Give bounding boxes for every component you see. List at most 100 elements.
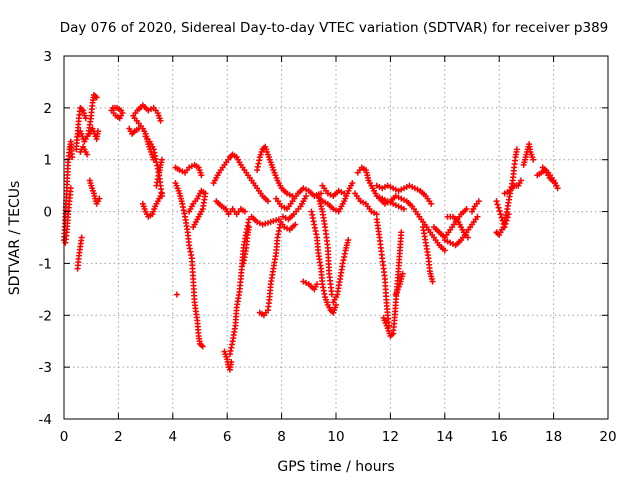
series-track-39 [352,190,380,218]
data-point [398,229,405,236]
data-point [95,128,101,135]
data-point [345,237,352,244]
data-point [313,281,320,288]
series-track-08 [86,177,103,207]
x-tick-label: 18 [545,429,562,445]
series-track-31 [279,193,310,223]
series-track-28 [254,143,296,200]
series-track-37 [319,182,348,200]
series-track-43 [373,182,435,207]
data-point [493,198,500,205]
data-point [67,185,74,192]
series-track-36 [313,180,356,215]
y-axis-label: SDTVAR / TECUs [7,181,23,296]
series-track-17 [172,161,205,179]
data-point [494,201,501,208]
series-track-04 [73,104,89,153]
data-point [428,200,435,207]
series-track-53 [520,141,537,168]
data-point [328,291,335,298]
x-tick-label: 2 [114,429,123,445]
x-tick-label: 8 [277,429,286,445]
data-point [474,213,481,220]
series-track-19 [188,255,206,350]
series-track-02 [62,185,74,246]
data-point [539,164,546,171]
series-track-45 [420,224,436,285]
data-point [158,190,165,197]
data-point [173,291,180,298]
x-axis-label: GPS time / hours [277,459,394,475]
series-track-29 [248,213,299,233]
series-track-41 [380,229,405,340]
data-point [190,224,197,231]
series-track-35 [330,237,352,306]
data-point [429,278,436,285]
series-track-07 [86,125,101,142]
series-track-52 [501,177,524,197]
series-track-27 [256,221,284,319]
series-track-20 [173,291,180,298]
series-track-48 [441,213,481,249]
data-point [69,154,76,161]
data-point [475,198,482,205]
series-track-42 [392,270,406,298]
x-tick-label: 6 [223,429,232,445]
x-tick-label: 14 [436,429,453,445]
data-point [303,193,310,200]
series-track-33 [308,208,339,316]
series-track-05 [74,91,100,145]
data-points [61,91,561,373]
data-point [341,190,348,197]
x-tick-label: 4 [169,429,178,445]
x-tick-label: 20 [599,429,616,445]
series-track-11 [126,125,142,137]
data-point [496,207,503,214]
x-tick-label: 16 [491,429,508,445]
series-track-54 [534,164,561,192]
y-tick-label: -4 [39,412,52,428]
series-track-34 [316,198,335,298]
data-point [245,224,252,231]
data-point [292,221,299,228]
data-point [78,234,85,241]
data-point [158,156,165,163]
data-point [157,117,164,124]
series-track-10 [109,104,125,114]
series-track-32 [300,278,320,293]
data-point [84,151,91,158]
data-point [199,343,206,350]
data-point [198,172,205,179]
data-point [399,270,406,277]
y-tick-label: 1 [43,153,52,169]
data-point [373,211,380,218]
x-tick-label: 10 [327,429,344,445]
data-point [463,205,470,212]
data-point [497,211,504,218]
series-track-44 [376,193,448,254]
series-track-24 [221,348,235,373]
data-point [401,205,407,212]
series-track-49 [469,198,482,215]
y-tick-label: 0 [43,205,52,221]
y-tick-label: 3 [43,49,52,65]
data-point [495,204,502,211]
series-track-21 [186,187,209,231]
series-track-03 [74,234,85,272]
series-track-51 [493,146,520,238]
y-tick-label: -3 [39,360,52,376]
data-point [265,198,271,205]
series-track-15 [139,190,165,220]
series-track-26 [240,224,252,267]
series-track-23 [213,198,248,218]
series-track-16 [153,156,165,189]
series-track-46 [430,205,470,241]
x-tick-label: 12 [382,429,399,445]
series-track-40 [373,216,393,329]
y-tick-label: -2 [39,308,52,324]
data-point [517,177,524,184]
data-point [118,107,125,114]
data-point [318,190,325,197]
data-point [513,146,520,153]
